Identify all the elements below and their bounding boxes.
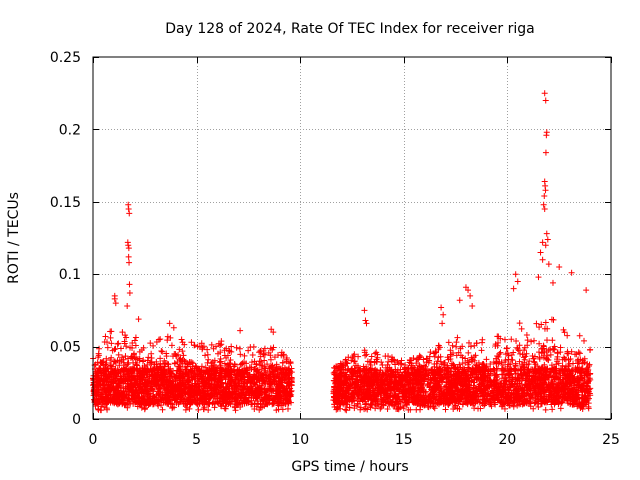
data-point	[232, 407, 239, 414]
data-point	[189, 360, 196, 367]
data-point	[204, 351, 211, 358]
data-point	[504, 345, 511, 352]
data-point	[131, 337, 138, 344]
data-point	[533, 320, 540, 327]
data-point	[256, 358, 263, 365]
data-point	[442, 406, 449, 413]
data-point	[159, 406, 166, 413]
data-point	[145, 354, 152, 361]
data-point	[427, 349, 434, 356]
data-point	[581, 337, 588, 344]
data-point	[147, 340, 154, 347]
data-point	[362, 352, 369, 359]
data-point	[245, 347, 252, 354]
data-point	[101, 339, 108, 346]
data-point	[208, 341, 215, 348]
data-point	[150, 342, 157, 349]
data-point	[241, 352, 248, 359]
data-point	[528, 338, 535, 345]
data-point	[155, 402, 162, 409]
chart-title: Day 128 of 2024, Rate Of TEC Index for r…	[165, 21, 534, 37]
data-point	[176, 346, 183, 353]
data-point	[478, 347, 485, 354]
data-points	[90, 90, 594, 414]
data-point	[471, 405, 478, 412]
data-point	[132, 334, 139, 341]
data-point	[104, 344, 111, 351]
data-point	[524, 337, 531, 344]
data-point	[115, 340, 122, 347]
data-point	[576, 350, 583, 357]
data-point	[242, 366, 249, 373]
data-point	[188, 339, 195, 346]
data-point	[237, 351, 244, 358]
data-point	[465, 349, 472, 356]
data-point	[576, 332, 583, 339]
data-point	[261, 357, 268, 364]
data-point	[202, 352, 209, 359]
data-point	[148, 350, 155, 357]
data-point	[180, 352, 187, 359]
data-point	[159, 348, 166, 355]
data-point	[157, 336, 164, 343]
data-point	[249, 352, 256, 359]
data-point	[108, 340, 115, 347]
data-point	[195, 406, 202, 413]
data-point	[233, 344, 240, 351]
data-point	[127, 344, 134, 351]
data-point	[564, 332, 571, 339]
data-point	[483, 356, 490, 363]
data-point	[102, 333, 109, 340]
data-point	[434, 358, 441, 365]
data-point	[119, 354, 126, 361]
data-point	[236, 345, 243, 352]
data-point	[264, 361, 271, 368]
data-point	[117, 345, 124, 352]
data-point	[368, 401, 375, 408]
data-point	[178, 336, 185, 343]
data-point	[107, 334, 114, 341]
data-point	[542, 406, 549, 413]
data-point	[445, 339, 452, 346]
data-point	[124, 361, 131, 368]
data-point	[98, 407, 105, 414]
data-point	[107, 328, 114, 335]
grid-lines	[93, 57, 611, 419]
data-point	[119, 329, 126, 336]
data-point	[523, 331, 530, 338]
data-point	[123, 343, 130, 350]
data-point	[250, 343, 257, 350]
data-point	[104, 406, 111, 413]
data-point	[368, 353, 375, 360]
data-point	[205, 407, 212, 414]
data-point	[194, 343, 201, 350]
data-point	[531, 337, 537, 344]
data-point	[157, 355, 164, 362]
data-point	[549, 337, 556, 344]
